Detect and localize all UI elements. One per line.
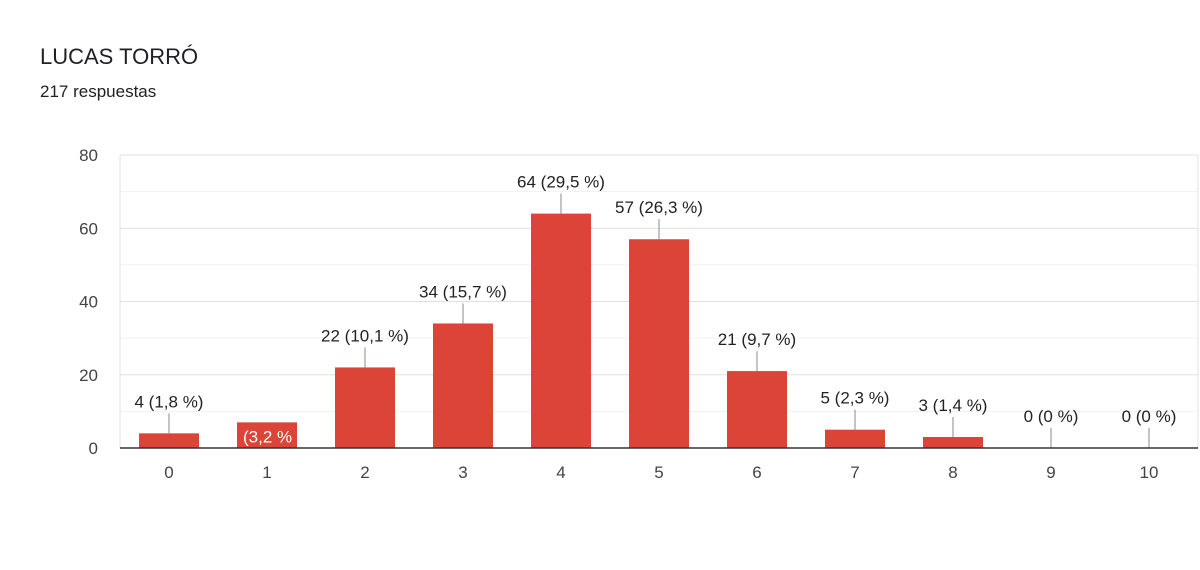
data-label: 22 (10,1 %) [321, 326, 409, 345]
bar [335, 367, 395, 448]
y-tick-label: 20 [79, 366, 98, 385]
y-tick-label: 0 [89, 439, 98, 458]
data-label: 5 (2,3 %) [821, 389, 890, 408]
data-label: 3 (1,4 %) [919, 396, 988, 415]
x-tick-label: 1 [262, 463, 271, 482]
bar [139, 433, 199, 448]
data-label: 4 (1,8 %) [135, 392, 204, 411]
x-tick-label: 5 [654, 463, 663, 482]
bar [825, 430, 885, 448]
y-tick-label: 40 [79, 293, 98, 312]
bar [923, 437, 983, 448]
x-tick-label: 6 [752, 463, 761, 482]
data-label: 57 (26,3 %) [615, 198, 703, 217]
data-label: (3,2 % [243, 427, 292, 446]
y-tick-label: 60 [79, 219, 98, 238]
bar [629, 239, 689, 448]
bar [727, 371, 787, 448]
data-label: 21 (9,7 %) [718, 330, 796, 349]
data-label: 0 (0 %) [1024, 407, 1079, 426]
x-tick-label: 7 [850, 463, 859, 482]
x-tick-label: 9 [1046, 463, 1055, 482]
data-label: 64 (29,5 %) [517, 173, 605, 192]
x-tick-label: 0 [164, 463, 173, 482]
x-tick-label: 8 [948, 463, 957, 482]
x-tick-label: 3 [458, 463, 467, 482]
y-tick-label: 80 [79, 146, 98, 165]
bar [531, 214, 591, 448]
data-label: 0 (0 %) [1122, 407, 1177, 426]
x-tick-label: 10 [1140, 463, 1159, 482]
x-tick-label: 4 [556, 463, 565, 482]
bar [433, 323, 493, 448]
x-tick-label: 2 [360, 463, 369, 482]
data-label: 34 (15,7 %) [419, 282, 507, 301]
